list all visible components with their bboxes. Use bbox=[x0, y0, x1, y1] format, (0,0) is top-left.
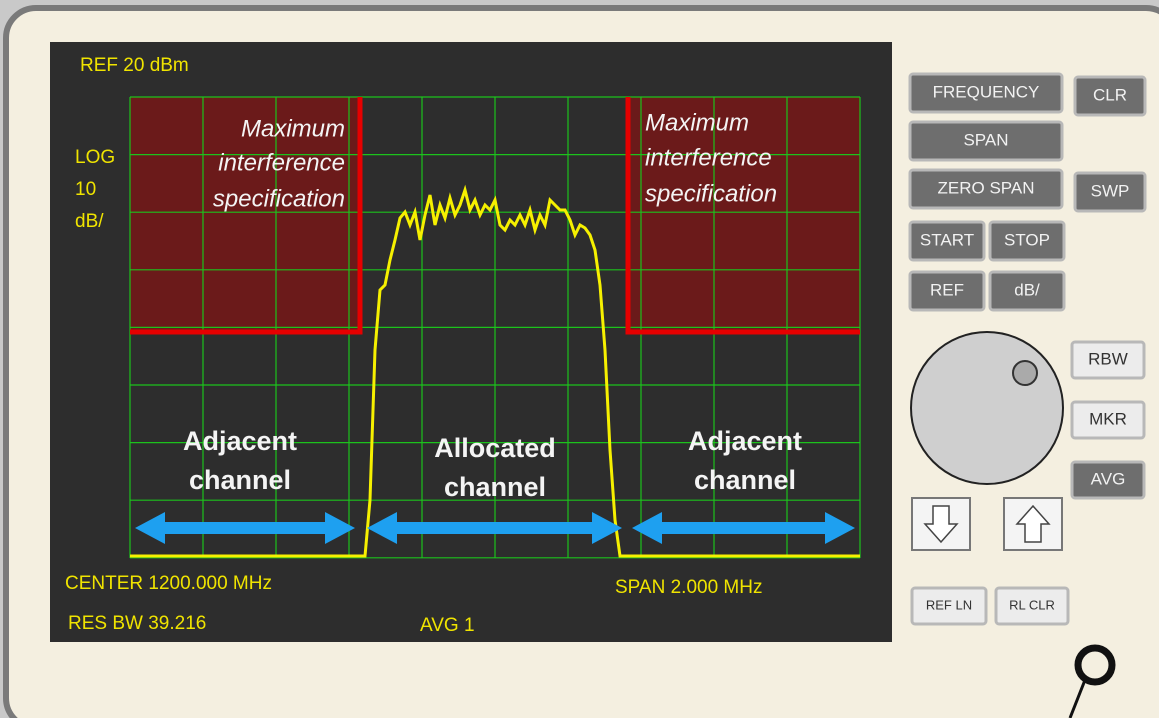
channel-label: Allocated bbox=[434, 433, 556, 463]
button-label: RBW bbox=[1088, 349, 1128, 368]
channel-label: channel bbox=[189, 465, 291, 495]
button[interactable]: MKR bbox=[1072, 402, 1144, 438]
button[interactable]: ZERO SPAN bbox=[910, 170, 1062, 208]
button-label: RL CLR bbox=[1009, 597, 1055, 612]
up-button[interactable] bbox=[1004, 498, 1062, 550]
ref-level: REF 20 dBm bbox=[80, 55, 189, 76]
region-label: interference bbox=[645, 144, 772, 171]
button[interactable]: RBW bbox=[1072, 342, 1144, 378]
button-label: FREQUENCY bbox=[933, 82, 1040, 101]
knob[interactable] bbox=[911, 332, 1063, 484]
button[interactable]: START bbox=[910, 222, 984, 260]
button-label: START bbox=[920, 230, 974, 249]
button[interactable]: SPAN bbox=[910, 122, 1062, 160]
avg: AVG 1 bbox=[420, 615, 475, 636]
region-label: specification bbox=[213, 185, 345, 212]
button-label: SWP bbox=[1091, 181, 1130, 200]
button-label: CLR bbox=[1093, 85, 1127, 104]
channel-label: channel bbox=[444, 472, 546, 502]
button[interactable]: FREQUENCY bbox=[910, 74, 1062, 112]
region-label: Maximum bbox=[241, 115, 345, 142]
button[interactable]: REF bbox=[910, 272, 984, 310]
button-label: ZERO SPAN bbox=[938, 178, 1035, 197]
analyzer: REF 20 dBm LOG 10 dB/ Maximum interferen… bbox=[0, 0, 1159, 718]
button-label: STOP bbox=[1004, 230, 1050, 249]
knob-dot bbox=[1013, 361, 1037, 385]
region-label: Maximum bbox=[645, 109, 749, 136]
channel-label: Adjacent bbox=[183, 426, 297, 456]
button[interactable]: STOP bbox=[990, 222, 1064, 260]
center-freq: CENTER 1200.000 MHz bbox=[65, 573, 272, 594]
scale: dB/ bbox=[75, 211, 104, 232]
button-label: MKR bbox=[1089, 409, 1127, 428]
button[interactable]: REF LN bbox=[912, 588, 986, 624]
button[interactable]: SWP bbox=[1075, 173, 1145, 211]
region-label: interference bbox=[218, 149, 345, 176]
down-button[interactable] bbox=[912, 498, 970, 550]
button[interactable]: CLR bbox=[1075, 77, 1145, 115]
button-label: AVG bbox=[1091, 469, 1126, 488]
button-label: SPAN bbox=[963, 130, 1008, 149]
channel-label: Adjacent bbox=[688, 426, 802, 456]
channel-label: channel bbox=[694, 465, 796, 495]
button[interactable]: AVG bbox=[1072, 462, 1144, 498]
span: SPAN 2.000 MHz bbox=[615, 577, 762, 598]
scale: LOG bbox=[75, 147, 115, 168]
button-label: REF bbox=[930, 280, 964, 299]
button[interactable]: RL CLR bbox=[996, 588, 1068, 624]
button[interactable]: dB/ bbox=[990, 272, 1064, 310]
region-label: specification bbox=[645, 180, 777, 207]
button-label: dB/ bbox=[1014, 280, 1040, 299]
res-bw: RES BW 39.216 bbox=[68, 613, 206, 634]
scale: 10 bbox=[75, 179, 96, 200]
button-label: REF LN bbox=[926, 597, 972, 612]
